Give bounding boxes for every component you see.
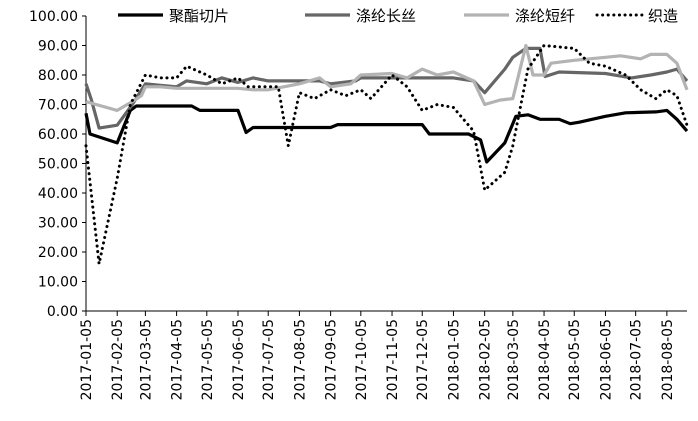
- x-tick-label: 2017-06-05: [231, 319, 247, 400]
- x-tick-label: 2017-02-05: [110, 319, 126, 400]
- x-tick-label: 2017-08-05: [292, 319, 308, 400]
- y-tick-label: 40.00: [38, 186, 78, 202]
- y-tick-label: 50.00: [38, 157, 78, 173]
- y-tick-label: 100.00: [29, 9, 78, 25]
- series-line-3: [85, 43, 689, 112]
- x-tick-label: 2018-08-05: [660, 319, 676, 400]
- legend: 聚酯切片 涤纶长丝 涤纶短纤 织造: [118, 7, 678, 25]
- x-tick-label: 2018-01-05: [446, 319, 462, 400]
- y-tick-label: 20.00: [38, 245, 78, 261]
- x-tick-label: 2018-03-05: [506, 319, 522, 400]
- axes: 0.00 10.00 20.00 30.00 40.00 50.00 60.00 70.00 8…: [29, 9, 687, 400]
- y-tick-label: 30.00: [38, 216, 78, 232]
- legend-label-2: 涤纶长丝: [356, 7, 416, 25]
- series-group: [84, 43, 689, 266]
- x-tick-label: 2018-07-05: [629, 319, 645, 400]
- series-line-1: [84, 104, 689, 164]
- x-tick-label: 2017-10-05: [354, 319, 370, 400]
- x-tick-label: 2017-01-05: [79, 319, 95, 400]
- x-tick-label: 2018-04-05: [537, 319, 553, 400]
- x-tick-label: 2017-05-05: [200, 319, 216, 400]
- x-tick-label: 2017-07-05: [261, 319, 277, 400]
- x-tick-label: 2018-06-05: [598, 319, 614, 400]
- legend-label-1: 聚酯切片: [169, 7, 229, 25]
- series-line-4: [84, 44, 689, 266]
- series-line-2: [84, 46, 689, 130]
- y-tick-label: 90.00: [38, 39, 78, 55]
- y-tick-label: 60.00: [38, 127, 78, 143]
- x-tick-label: 2017-04-05: [170, 319, 186, 400]
- x-tick-label: 2018-05-05: [567, 319, 583, 400]
- y-tick-label: 70.00: [38, 98, 78, 114]
- y-tick-label: 10.00: [38, 275, 78, 291]
- y-tick-label: 0.00: [47, 304, 78, 320]
- x-tick-label: 2018-02-05: [478, 319, 494, 400]
- x-tick-label: 2017-03-05: [138, 319, 154, 400]
- x-tick-label: 2017-12-05: [415, 319, 431, 400]
- legend-label-4: 织造: [648, 7, 678, 25]
- x-tick-label: 2017-09-05: [324, 319, 340, 400]
- x-tick-label: 2017-11-05: [385, 319, 401, 400]
- legend-label-3: 涤纶短纤: [515, 7, 575, 25]
- y-tick-label: 80.00: [38, 68, 78, 84]
